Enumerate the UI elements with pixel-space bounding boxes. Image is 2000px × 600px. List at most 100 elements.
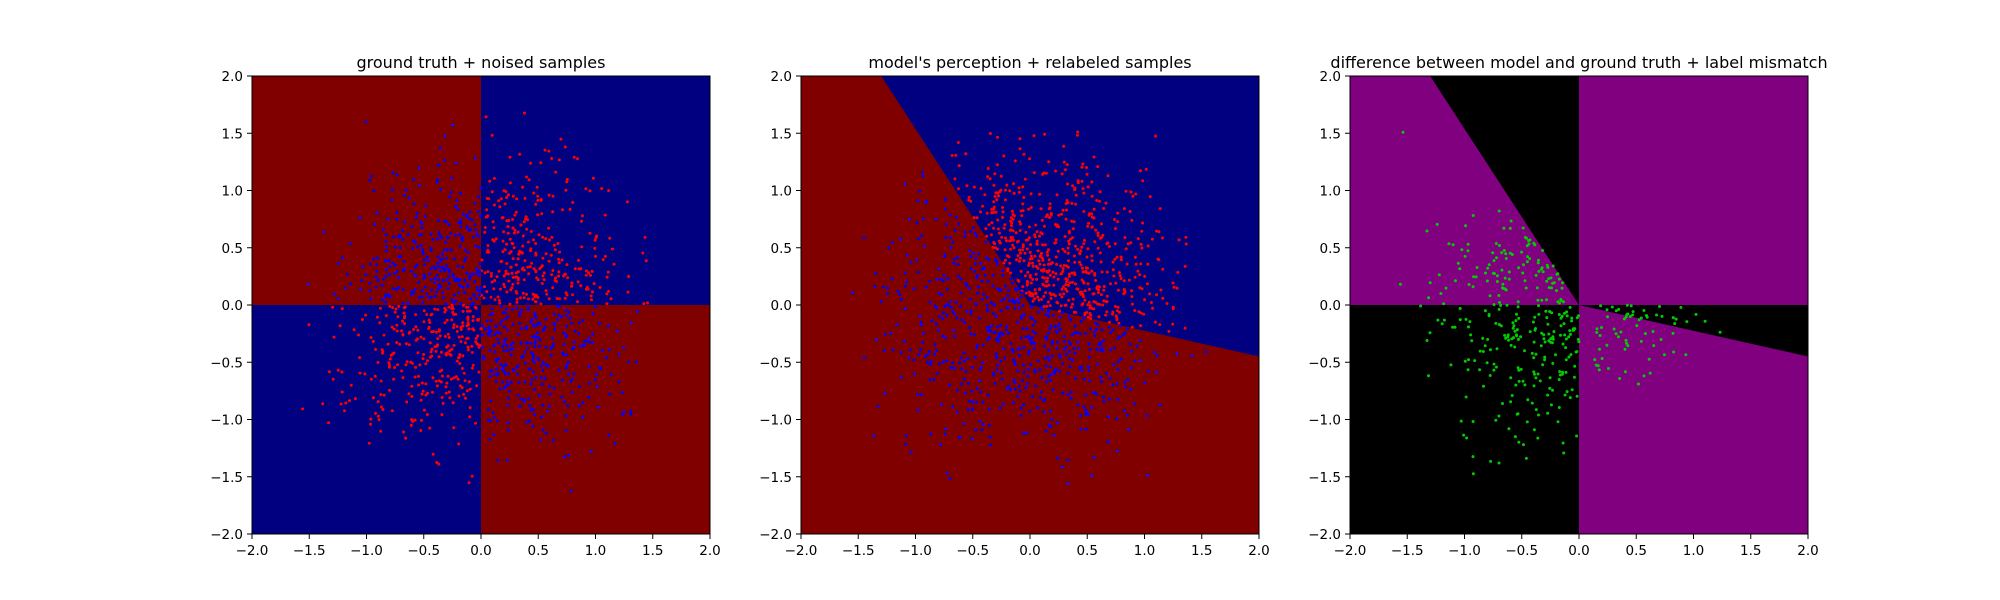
scatter-point	[1440, 322, 1444, 326]
scatter-point	[1005, 328, 1008, 332]
scatter-point	[1078, 332, 1082, 336]
scatter-point	[1468, 320, 1472, 324]
x-tick-label: 2.0	[1248, 543, 1269, 559]
scatter-point	[1569, 353, 1573, 357]
scatter-point	[505, 349, 509, 353]
scatter-point	[1085, 172, 1089, 176]
scatter-point	[1624, 338, 1628, 342]
scatter-point	[1130, 349, 1133, 353]
scatter-point	[413, 418, 417, 422]
scatter-point	[986, 175, 990, 179]
y-tick-label: 1.0	[771, 184, 792, 200]
scatter-point	[492, 350, 496, 354]
scatter-point	[454, 299, 458, 303]
scatter-point	[564, 291, 568, 295]
scatter-point	[1504, 257, 1508, 260]
scatter-point	[413, 375, 417, 379]
scatter-point	[560, 378, 564, 382]
scatter-point	[550, 157, 554, 160]
scatter-point	[515, 197, 519, 201]
scatter-point	[1009, 388, 1013, 392]
scatter-point	[572, 372, 576, 376]
scatter-point	[1493, 272, 1496, 276]
scatter-point	[1073, 254, 1076, 258]
scatter-point	[1042, 410, 1046, 414]
scatter-point	[990, 221, 994, 225]
scatter-point	[441, 252, 445, 256]
scatter-point	[1037, 287, 1041, 291]
scatter-point	[1190, 354, 1194, 358]
scatter-point	[1495, 256, 1498, 260]
scatter-point	[1533, 315, 1537, 319]
scatter-point	[474, 421, 477, 425]
scatter-point	[522, 398, 526, 402]
scatter-point	[1016, 254, 1020, 258]
scatter-point	[1084, 427, 1088, 431]
scatter-point	[1494, 365, 1498, 369]
scatter-point	[1034, 331, 1038, 335]
scatter-point	[452, 323, 456, 327]
scatter-point	[1090, 254, 1094, 258]
scatter-point	[1013, 363, 1017, 367]
scatter-point	[429, 278, 433, 281]
y-tick-label: 0.0	[771, 298, 792, 314]
scatter-point	[436, 237, 439, 241]
scatter-point	[1154, 134, 1157, 138]
scatter-point	[531, 352, 535, 356]
scatter-point	[1046, 308, 1050, 312]
scatter-point	[1491, 251, 1495, 255]
scatter-point	[492, 203, 496, 207]
scatter-point	[448, 396, 452, 400]
scatter-point	[609, 297, 613, 301]
scatter-point	[429, 267, 433, 271]
scatter-point	[543, 377, 547, 380]
scatter-point	[503, 371, 507, 375]
scatter-point	[1544, 309, 1548, 313]
scatter-point	[992, 241, 996, 244]
scatter-point	[1021, 245, 1025, 249]
scatter-point	[565, 180, 569, 184]
scatter-point	[1520, 250, 1524, 254]
scatter-point	[921, 341, 925, 345]
scatter-point	[1018, 248, 1021, 252]
scatter-point	[564, 414, 568, 418]
scatter-point	[545, 409, 549, 413]
scatter-point	[1528, 330, 1532, 334]
scatter-point	[458, 232, 462, 236]
scatter-point	[547, 238, 551, 242]
scatter-point	[462, 290, 466, 294]
scatter-point	[519, 296, 522, 300]
scatter-point	[436, 308, 440, 312]
scatter-point	[518, 404, 522, 408]
scatter-point	[1559, 324, 1563, 328]
scatter-point	[1026, 374, 1030, 378]
y-tick-label: −0.5	[210, 355, 243, 371]
scatter-point	[485, 208, 489, 212]
scatter-point	[1050, 417, 1054, 421]
scatter-point	[525, 327, 528, 331]
scatter-point	[607, 189, 611, 193]
scatter-point	[511, 276, 515, 279]
scatter-point	[627, 360, 631, 364]
scatter-point	[975, 234, 979, 238]
scatter-point	[374, 275, 378, 279]
scatter-point	[507, 383, 510, 387]
scatter-point	[979, 390, 983, 394]
scatter-point	[992, 312, 996, 316]
scatter-point	[1517, 368, 1521, 372]
scatter-point	[1086, 365, 1090, 369]
scatter-point	[1003, 198, 1007, 202]
scatter-point	[1066, 251, 1070, 255]
scatter-point	[559, 315, 563, 319]
scatter-point	[422, 258, 426, 262]
scatter-point	[393, 245, 397, 249]
scatter-point	[1116, 337, 1120, 341]
scatter-point	[1048, 379, 1052, 382]
scatter-point	[557, 368, 561, 372]
scatter-point	[949, 246, 953, 250]
scatter-point	[907, 356, 911, 360]
scatter-point	[963, 377, 966, 381]
scatter-point	[593, 246, 597, 250]
scatter-point	[496, 458, 500, 462]
